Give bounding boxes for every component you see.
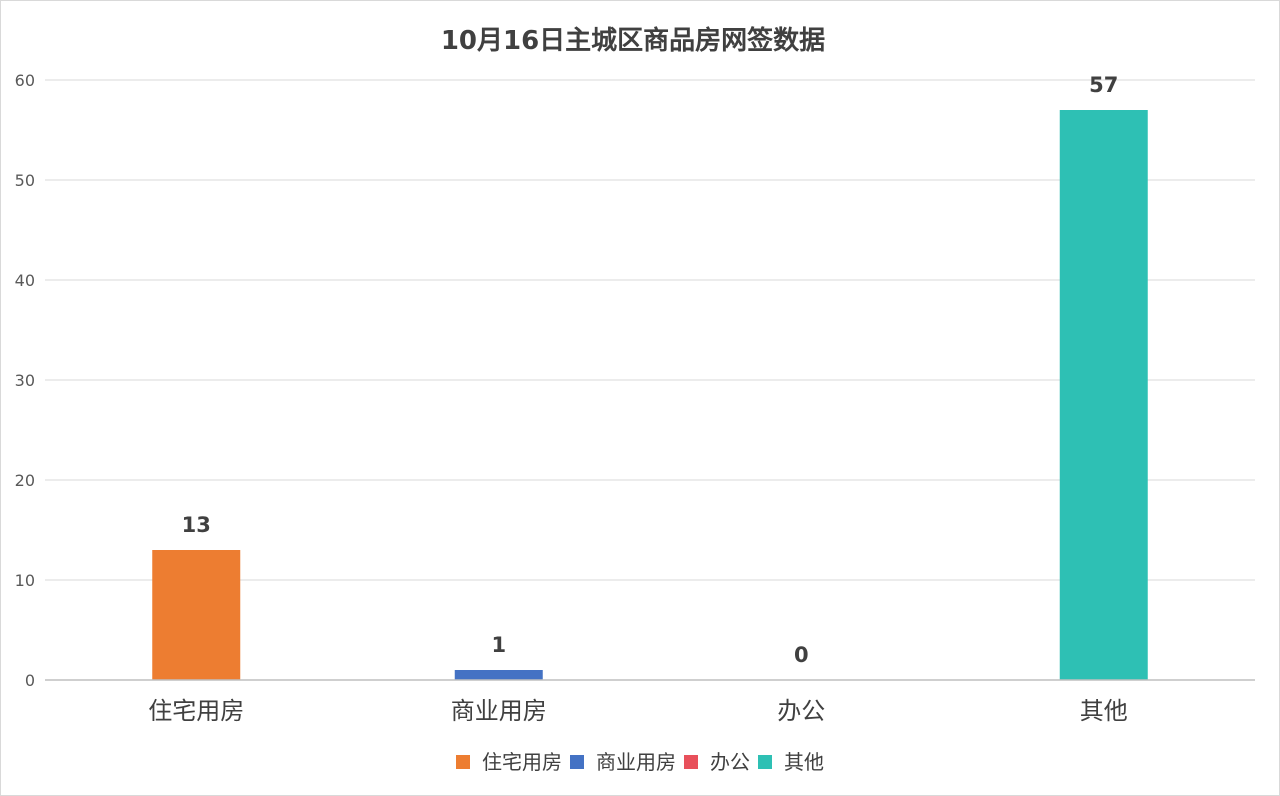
legend-swatch	[570, 755, 584, 769]
x-tick-label: 住宅用房	[148, 697, 244, 725]
y-tick-label: 60	[15, 71, 35, 90]
bar	[1059, 110, 1148, 680]
data-labels: 13 1 0 57	[182, 73, 1119, 667]
chart-title: 10月16日主城区商品房网签数据	[441, 25, 825, 56]
x-tick-label: 其他	[1080, 697, 1128, 725]
legend: 住宅用房 商业用房 办公 其他	[456, 750, 824, 774]
bars	[152, 110, 1148, 680]
y-axis-ticks: 0 10 20 30 40 50 60	[15, 71, 35, 690]
legend-label: 办公	[710, 750, 750, 774]
y-tick-label: 40	[15, 271, 35, 290]
data-label: 57	[1089, 73, 1118, 97]
legend-label: 其他	[784, 750, 824, 774]
y-tick-label: 50	[15, 171, 35, 190]
grid-lines	[45, 79, 1255, 581]
legend-swatch	[684, 755, 698, 769]
legend-swatch	[758, 755, 772, 769]
legend-label: 商业用房	[596, 750, 676, 774]
data-label: 1	[491, 633, 506, 657]
y-tick-label: 10	[15, 571, 35, 590]
bar	[454, 670, 543, 680]
x-axis-ticks: 住宅用房 商业用房 办公 其他	[148, 697, 1128, 725]
data-label: 13	[182, 513, 211, 537]
x-tick-label: 商业用房	[451, 697, 547, 725]
bar	[152, 550, 241, 680]
y-tick-label: 20	[15, 471, 35, 490]
y-tick-label: 30	[15, 371, 35, 390]
legend-swatch	[456, 755, 470, 769]
x-tick-label: 办公	[777, 697, 825, 725]
data-label: 0	[794, 643, 809, 667]
legend-label: 住宅用房	[482, 750, 562, 774]
y-tick-label: 0	[25, 671, 35, 690]
